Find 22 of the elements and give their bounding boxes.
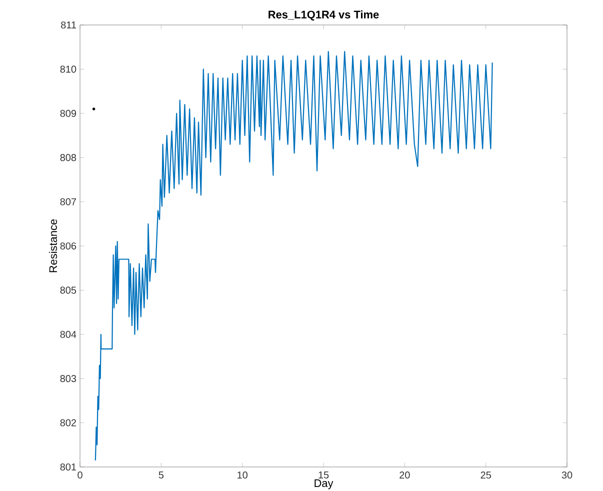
y-tick-label: 803 (60, 375, 76, 382)
y-tick-label: 811 (61, 21, 76, 29)
y-tick-label: 809 (60, 110, 76, 117)
x-tick-label: 30 (562, 472, 572, 479)
y-tick-label: 810 (60, 66, 76, 73)
x-tick-label: 0 (78, 472, 82, 479)
y-tick-label: 808 (60, 154, 76, 162)
y-tick-label: 801 (60, 463, 76, 471)
x-tick-label: 20 (400, 472, 410, 479)
x-tick-label: 5 (158, 472, 164, 478)
y-tick-label: 805 (60, 286, 76, 294)
x-axis-title: Day (314, 479, 334, 490)
x-tick-label: 25 (480, 472, 491, 479)
y-tick-label: 807 (60, 198, 76, 206)
y-axis-title: Resistance (48, 219, 58, 272)
x-tick-label: 15 (318, 472, 329, 478)
y-tick-label: 806 (60, 242, 76, 250)
chart-title: Res_L1Q1R4 vs Time (268, 10, 379, 20)
line-series (94, 50, 493, 461)
x-tick-label: 10 (238, 472, 248, 479)
y-tick-label: 804 (60, 330, 76, 338)
y-tick-label: 802 (60, 419, 76, 426)
